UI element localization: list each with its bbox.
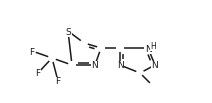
Text: F: F — [55, 77, 61, 87]
Text: N: N — [117, 61, 123, 70]
Text: N: N — [145, 44, 151, 53]
Text: S: S — [65, 28, 71, 36]
Text: H: H — [150, 42, 156, 50]
Text: F: F — [35, 70, 40, 78]
Text: N: N — [152, 61, 158, 70]
Text: F: F — [29, 47, 35, 57]
Text: N: N — [92, 61, 98, 70]
